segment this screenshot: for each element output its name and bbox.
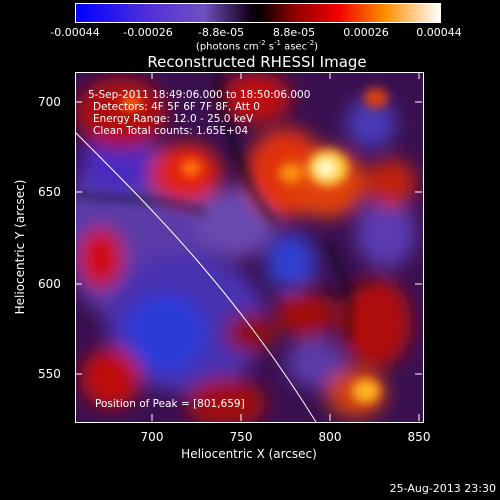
colorbar — [75, 3, 441, 23]
y-tick-label: 650 — [38, 185, 61, 199]
rhessi-image: 5-Sep-2011 18:49:06.000 to 18:50:06.000 … — [75, 72, 424, 423]
y-tick-label: 550 — [38, 367, 61, 381]
time-range-label: 5-Sep-2011 18:49:06.000 to 18:50:06.000 — [88, 89, 311, 101]
x-tick-label: 750 — [229, 430, 253, 444]
footer-timestamp: 25-Aug-2013 23:30 — [389, 482, 496, 495]
y-tick-label: 700 — [38, 95, 61, 109]
detectors-label: Detectors: 4F 5F 6F 7F 8F, Att 0 — [93, 101, 260, 113]
x-tick-label: 700 — [140, 430, 164, 444]
peak-position-label: Position of Peak = [801,659] — [95, 398, 245, 410]
y-axis-label: Heliocentric Y (arcsec) — [13, 179, 27, 315]
x-axis-label: Heliocentric X (arcsec) — [181, 447, 317, 461]
x-tick-label: 800 — [318, 430, 342, 444]
colorbar-tick-label: 8.8e-05 — [272, 26, 316, 39]
image-title: Reconstructed RHESSI Image — [147, 53, 367, 71]
solar-limb-line — [76, 132, 317, 422]
colorbar-tick-label: -0.00026 — [123, 26, 173, 39]
colorbar-tick-label: -8.8e-05 — [197, 26, 245, 39]
energy-range-label: Energy Range: 12.0 - 25.0 keV — [93, 113, 254, 125]
clean-counts-label: Clean Total counts: 1.65E+04 — [93, 125, 249, 137]
y-tick-label: 600 — [38, 277, 61, 291]
colorbar-units: (photons cm-2 s-1 asec-2) — [195, 39, 319, 53]
colorbar-tick-label: 0.00026 — [343, 26, 389, 39]
heatmap — [76, 73, 423, 422]
x-tick-label: 850 — [407, 430, 431, 444]
colorbar-tick-label: 0.00044 — [416, 26, 462, 39]
colorbar-tick-label: -0.00044 — [50, 26, 100, 39]
